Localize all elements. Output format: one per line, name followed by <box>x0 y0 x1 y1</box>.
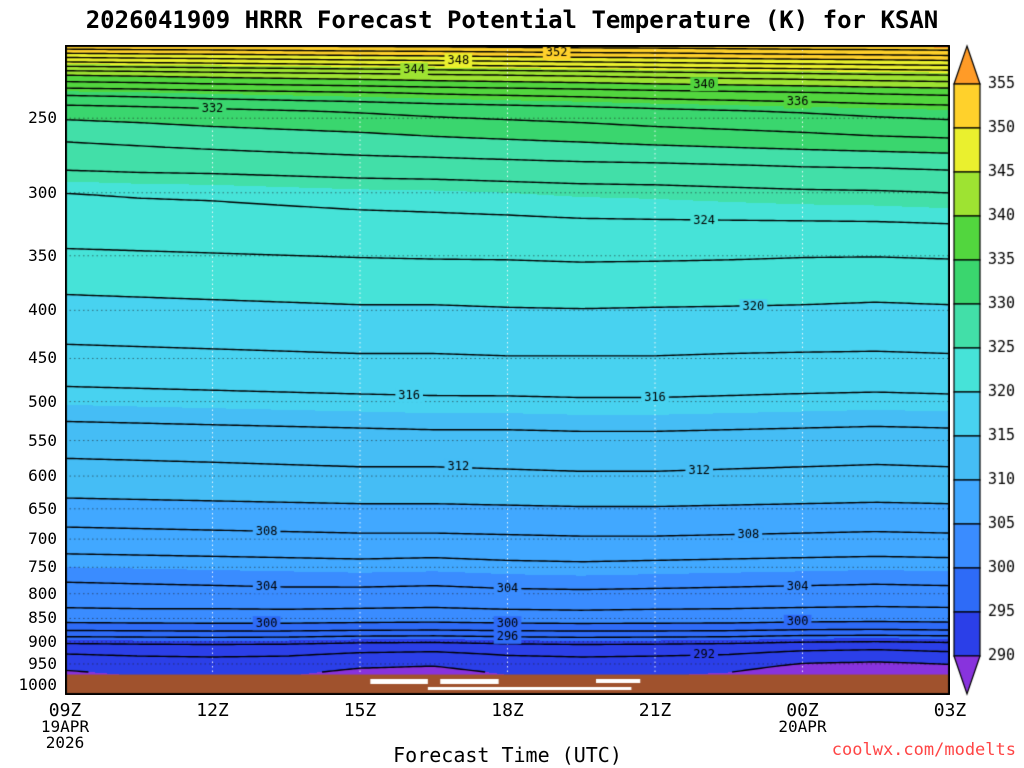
x-tick-label: 18Z <box>491 700 524 721</box>
y-tick-label: 550 <box>28 430 57 450</box>
y-tick-label: 650 <box>28 498 57 518</box>
y-tick-label: 450 <box>28 348 57 368</box>
y-tick-label: 600 <box>28 466 57 486</box>
contour-plot-canvas <box>65 45 950 695</box>
y-tick-label: 750 <box>28 557 57 577</box>
y-tick-label: 500 <box>28 391 57 411</box>
chart-title: 2026041909 HRRR Forecast Potential Tempe… <box>85 6 939 34</box>
x-axis-date-label: 20APR <box>778 717 827 736</box>
x-tick-label: 09Z <box>48 700 82 721</box>
y-tick-label: 400 <box>28 300 57 320</box>
y-tick-label: 700 <box>28 529 57 549</box>
y-tick-label: 300 <box>28 182 57 202</box>
x-axis-title: Forecast Time (UTC) <box>393 743 622 767</box>
colorbar-canvas <box>952 44 1022 696</box>
x-axis-date-label: 2026 <box>45 733 85 752</box>
x-tick-label: 00Z <box>786 700 819 721</box>
x-tick-label: 12Z <box>196 700 229 721</box>
x-tick-label: 15Z <box>343 700 377 721</box>
x-tick-label: 21Z <box>638 700 672 721</box>
x-axis-date-label: 19APR <box>40 717 90 736</box>
y-tick-label: 850 <box>28 608 57 628</box>
watermark: coolwx.com/modelts <box>831 740 1016 760</box>
y-tick-label: 950 <box>28 653 57 673</box>
y-tick-label: 350 <box>28 245 57 265</box>
y-tick-label: 800 <box>28 583 57 603</box>
y-tick-label: 1000 <box>18 674 57 694</box>
y-tick-label: 900 <box>28 631 57 651</box>
x-tick-label: 03Z <box>933 700 967 721</box>
y-tick-label: 250 <box>28 108 57 128</box>
